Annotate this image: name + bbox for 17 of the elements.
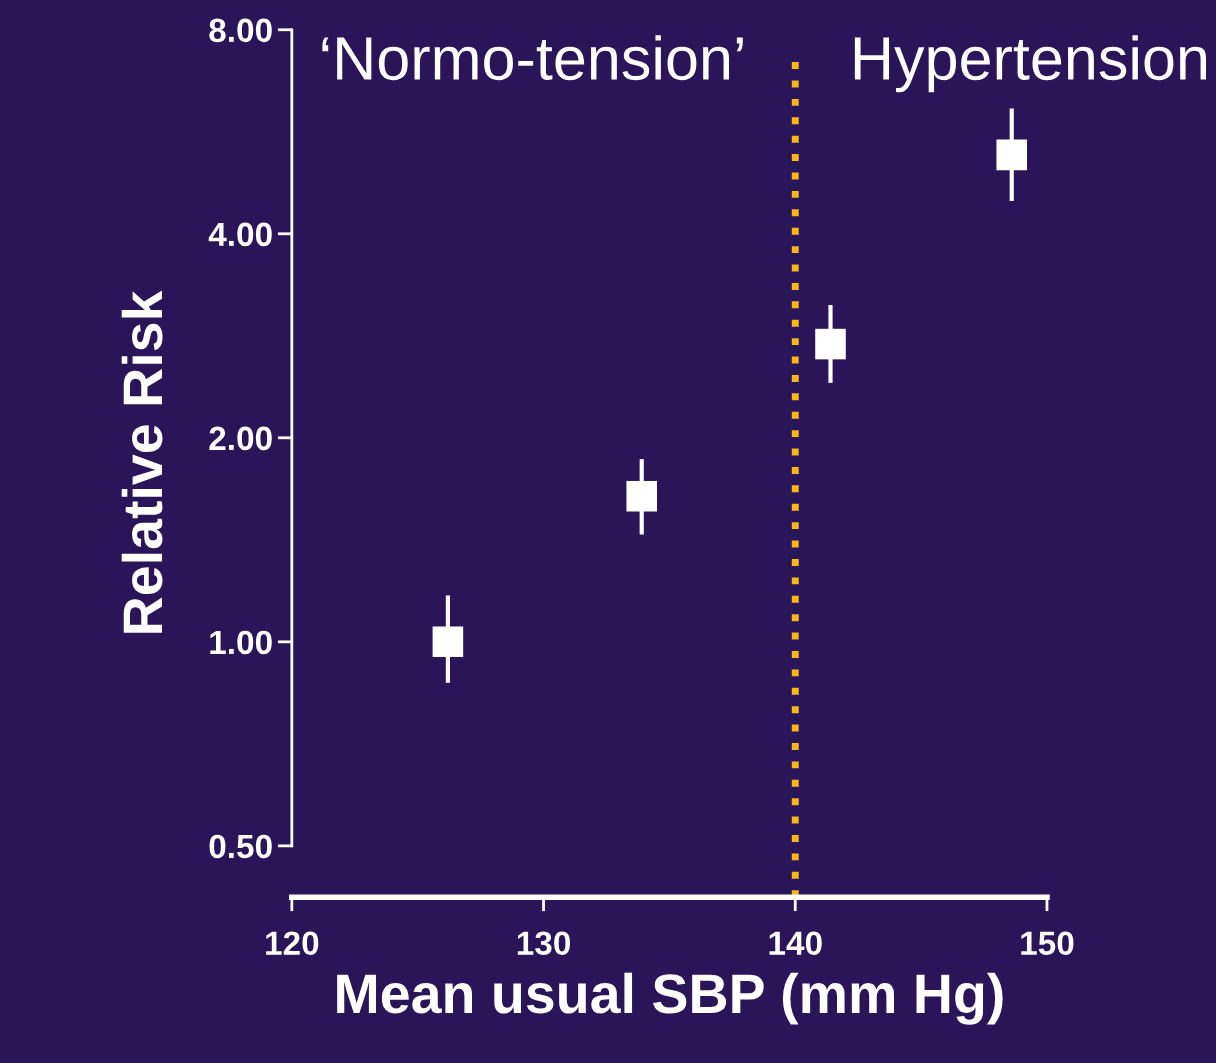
y-tick-label: 2.00 — [209, 426, 272, 451]
x-tick-label: 130 — [517, 931, 570, 956]
y-tick-label: 1.00 — [210, 630, 272, 655]
point — [815, 328, 846, 360]
y-axis-title: Relative Risk — [121, 290, 163, 633]
x-tick-label: 120 — [266, 931, 319, 955]
x-tick-label: 140 — [769, 931, 822, 955]
y-tick-label: 4.00 — [208, 222, 272, 247]
x-axis-title: Mean usual SBP (mm Hg) — [337, 972, 1003, 1025]
annotation: Hypertension — [854, 35, 1206, 93]
point — [626, 480, 657, 512]
y-tick-label: 8.00 — [209, 18, 272, 43]
point — [996, 139, 1028, 171]
annotation: ‘Normo-tension’ — [322, 35, 743, 81]
point — [432, 626, 464, 658]
x-tick-label: 150 — [1021, 931, 1074, 955]
y-tick-label: 0.50 — [209, 834, 272, 859]
